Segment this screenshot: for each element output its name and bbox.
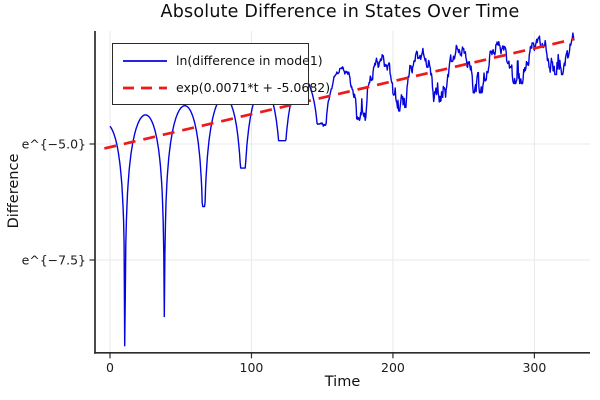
x-axis-label: Time xyxy=(324,374,361,390)
series-exp-fit-line xyxy=(104,37,575,150)
chart-title: Absolute Difference in States Over Time xyxy=(160,2,520,22)
legend-entry-ln-difference: ln(difference in mode1) xyxy=(122,49,323,73)
legend-entry-exp-fit: exp(0.0071*t + -5.0682) xyxy=(122,76,330,100)
x-tick-label: 300 xyxy=(522,360,546,375)
x-tick-label: 100 xyxy=(240,360,264,375)
legend-label-ln-difference: ln(difference in mode1) xyxy=(176,53,323,68)
x-tick-label: 200 xyxy=(381,360,405,375)
y-tick-label: e^{−5.0} xyxy=(22,136,86,151)
legend: ln(difference in mode1) exp(0.0071*t + -… xyxy=(112,43,330,105)
legend-dashed-line-sample xyxy=(123,86,167,89)
y-tick-label: e^{−7.5} xyxy=(22,252,86,267)
y-axis-label: Difference xyxy=(6,153,22,229)
legend-solid-line-sample xyxy=(123,59,167,62)
x-tick-label: 0 xyxy=(106,360,114,375)
legend-label-exp-fit: exp(0.0071*t + -5.0682) xyxy=(176,80,331,95)
series-ln-difference-line xyxy=(109,32,575,347)
